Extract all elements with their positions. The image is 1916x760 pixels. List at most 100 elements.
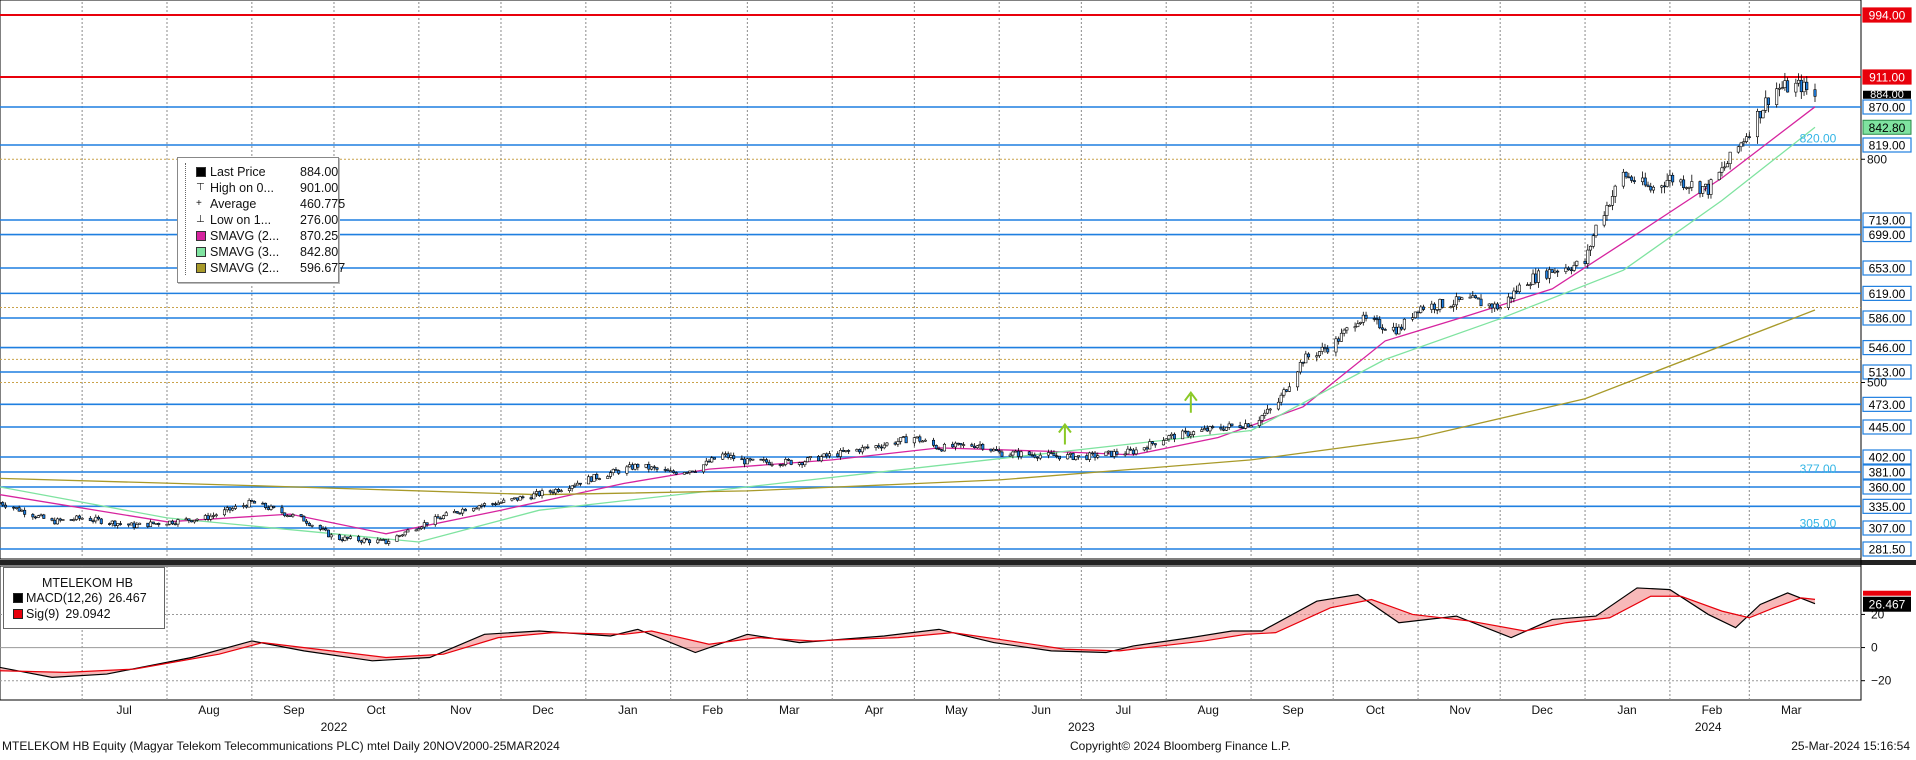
- candle-body: [997, 450, 1001, 453]
- candle-body: [173, 523, 177, 526]
- candle-body: [1151, 441, 1155, 444]
- candle-body: [1591, 235, 1595, 247]
- candle-body: [1019, 451, 1023, 457]
- candle-body: [1285, 389, 1289, 392]
- candle-body: [441, 515, 445, 519]
- candle-body: [1016, 450, 1020, 457]
- month-tick-label: Dec: [532, 703, 553, 717]
- candle-body: [1383, 329, 1387, 331]
- candle-body: [994, 449, 998, 451]
- candle-body: [305, 520, 309, 524]
- candle-body: [307, 522, 311, 526]
- sig-legend-name: Sig(9): [26, 607, 60, 621]
- level-badge-label: 381.00: [1869, 466, 1906, 480]
- macd-legend-title: MTELEKOM HB: [42, 576, 133, 590]
- candle-body: [740, 458, 744, 461]
- level-badge-label: 445.00: [1869, 421, 1906, 435]
- candle-body: [1339, 332, 1343, 342]
- candle-body: [1660, 185, 1664, 188]
- candle-body: [1263, 412, 1267, 416]
- candle-body: [403, 531, 407, 536]
- candle-body: [321, 528, 325, 530]
- level-badge: [1862, 69, 1912, 85]
- candle-body: [1761, 110, 1765, 119]
- candle-body: [866, 446, 870, 449]
- candle-body: [723, 453, 727, 456]
- candle-body: [1008, 454, 1012, 457]
- candle-body: [513, 497, 517, 500]
- candle-body: [644, 464, 648, 468]
- candle-body: [1775, 88, 1779, 105]
- candle-body: [797, 462, 801, 465]
- candle-body: [264, 502, 268, 508]
- candle-body: [1334, 338, 1338, 353]
- candle-body: [1449, 306, 1453, 308]
- candle-body: [1547, 269, 1551, 279]
- candle-body: [359, 540, 363, 543]
- candle-body: [535, 491, 539, 495]
- level-badge-label: 911.00: [1869, 71, 1905, 85]
- legend-name: SMAVG (3...: [210, 244, 280, 259]
- month-tick-label: Dec: [1532, 703, 1553, 717]
- legend-value: 460.775: [300, 196, 346, 211]
- candle-body: [1780, 87, 1784, 90]
- candle-body: [1438, 299, 1442, 310]
- candle-body: [1662, 185, 1666, 188]
- level-badge-label: 699.00: [1869, 228, 1906, 242]
- candle-body: [556, 489, 560, 492]
- candle-body: [1641, 177, 1645, 183]
- candle-body: [1627, 176, 1631, 179]
- candle-body: [1359, 322, 1363, 324]
- month-tick-label: Aug: [1198, 703, 1219, 717]
- candle-body: [808, 456, 812, 458]
- candle-body: [132, 522, 136, 528]
- up-arrow-annotation: [1184, 391, 1198, 413]
- value-badge: [1862, 119, 1912, 135]
- candle-body: [310, 524, 314, 527]
- candle-body: [212, 515, 216, 517]
- candle-body: [1145, 447, 1149, 450]
- candle-body: [480, 504, 484, 507]
- macd-legend[interactable]: MTELEKOM HB MACD(12,26) 26.467 Sig(9) 29…: [3, 567, 165, 629]
- candle-body: [1764, 97, 1768, 111]
- price-legend[interactable]: Last Price 884.00 ⊤ High on 0... 901.00 + Aver…: [177, 157, 345, 283]
- candle-body: [387, 541, 391, 544]
- candle-body: [1651, 186, 1655, 191]
- candle-body: [149, 521, 153, 527]
- candle-body: [1378, 319, 1382, 329]
- candle-body: [1413, 311, 1417, 318]
- candle-body: [1736, 146, 1740, 153]
- candle-body: [1049, 452, 1053, 454]
- level-badge: [1862, 419, 1912, 435]
- candle-body: [1687, 187, 1691, 189]
- candle-body: [1569, 269, 1573, 272]
- candle-body: [688, 470, 692, 473]
- candle-body: [1148, 441, 1152, 450]
- macd-series-line: [0, 595, 1816, 674]
- candle-body: [1745, 136, 1749, 142]
- candle-body: [50, 518, 54, 521]
- candle-body: [1786, 80, 1790, 93]
- candle-body: [1515, 290, 1519, 293]
- candle-body: [1337, 338, 1341, 342]
- candle-body: [1728, 151, 1732, 164]
- candle-body: [827, 453, 831, 457]
- candle-body: [1526, 284, 1530, 287]
- candle-body: [1509, 296, 1513, 299]
- candle-body: [937, 448, 941, 450]
- inline-level-label: 305.00: [1800, 517, 1837, 531]
- price-candles[interactable]: [0, 72, 1817, 546]
- candle-body: [1797, 79, 1801, 84]
- candle-body: [762, 459, 766, 461]
- candle-body: [1066, 454, 1070, 460]
- candle-body: [953, 442, 957, 448]
- candle-body: [1471, 295, 1475, 298]
- candle-body: [1430, 303, 1434, 310]
- candle-body: [784, 458, 788, 465]
- candle-body: [598, 478, 602, 480]
- candle-body: [118, 523, 122, 525]
- candle-body: [1493, 303, 1497, 309]
- candle-body: [1454, 296, 1458, 306]
